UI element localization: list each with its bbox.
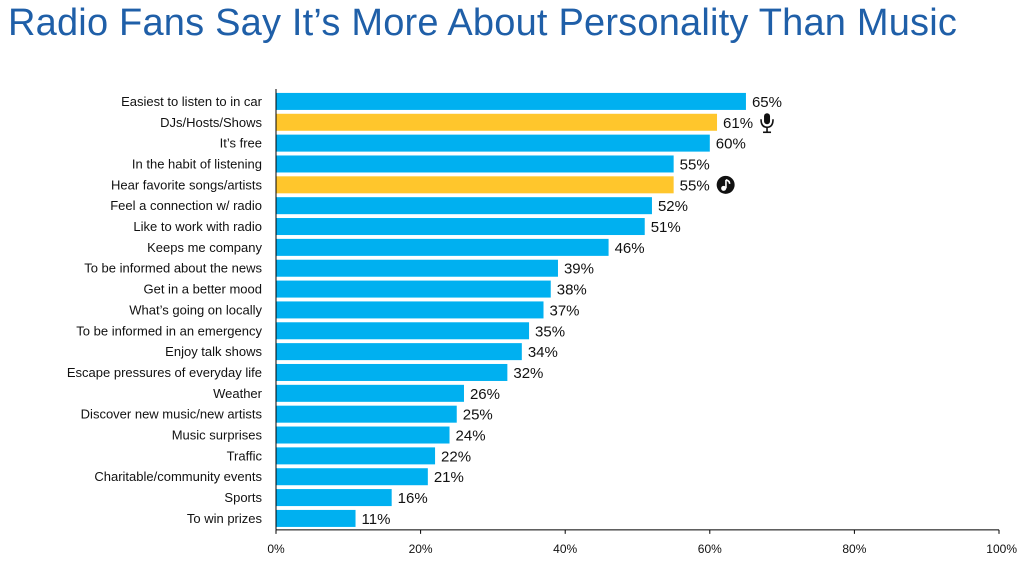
bar bbox=[276, 447, 436, 465]
category-label: Feel a connection w/ radio bbox=[110, 198, 262, 213]
value-label: 21% bbox=[434, 469, 464, 486]
axes-group: 0% 20% 40% 60% 80% 100% bbox=[267, 89, 1017, 556]
bar bbox=[276, 468, 428, 486]
value-label: 16% bbox=[398, 490, 428, 507]
bar bbox=[276, 301, 544, 319]
value-label: 26% bbox=[470, 386, 500, 403]
value-label: 22% bbox=[441, 448, 471, 465]
category-label: To be informed in an emergency bbox=[76, 323, 262, 338]
bar bbox=[276, 259, 558, 277]
value-label: 32% bbox=[513, 365, 543, 382]
bar bbox=[276, 384, 464, 402]
x-tick-label: 40% bbox=[553, 542, 577, 556]
value-label: 46% bbox=[615, 240, 645, 257]
bar bbox=[276, 363, 508, 381]
category-label: Easiest to listen to in car bbox=[121, 94, 263, 109]
value-label: 39% bbox=[564, 261, 594, 278]
icons-group bbox=[716, 113, 774, 194]
category-label: Traffic bbox=[227, 448, 263, 463]
category-labels-group: Easiest to listen to in car DJs/Hosts/Sho… bbox=[67, 94, 263, 526]
category-label: What’s going on locally bbox=[129, 302, 262, 317]
category-label: DJs/Hosts/Shows bbox=[160, 115, 262, 130]
category-label: Hear favorite songs/artists bbox=[111, 177, 263, 192]
category-label: It’s free bbox=[220, 136, 262, 151]
value-label: 34% bbox=[528, 344, 558, 361]
value-label: 52% bbox=[658, 198, 688, 215]
value-label: 25% bbox=[463, 407, 493, 424]
category-label: Sports bbox=[224, 490, 262, 505]
bar bbox=[276, 197, 652, 215]
bars-group bbox=[276, 92, 746, 527]
x-tick-label: 60% bbox=[698, 542, 722, 556]
x-tick-label: 100% bbox=[986, 542, 1017, 556]
microphone-icon bbox=[760, 113, 774, 134]
chart-title: Radio Fans Say It’s More About Personali… bbox=[8, 2, 958, 44]
category-label: In the habit of listening bbox=[132, 156, 262, 171]
x-tick-label: 0% bbox=[267, 542, 285, 556]
music-note-icon bbox=[716, 175, 735, 194]
value-label: 35% bbox=[535, 323, 565, 340]
value-label: 55% bbox=[680, 177, 710, 194]
bar bbox=[276, 134, 710, 152]
category-label: To be informed about the news bbox=[84, 261, 262, 276]
bar bbox=[276, 405, 457, 423]
value-label: 11% bbox=[362, 511, 391, 528]
bar bbox=[276, 238, 609, 256]
bar bbox=[276, 489, 392, 507]
bar bbox=[276, 322, 530, 340]
category-label: Enjoy talk shows bbox=[165, 344, 262, 359]
category-label: Discover new music/new artists bbox=[81, 407, 263, 422]
value-label: 37% bbox=[550, 302, 580, 319]
bar bbox=[276, 113, 718, 131]
value-label: 55% bbox=[680, 156, 710, 173]
category-label: Music surprises bbox=[172, 428, 263, 443]
value-labels-group: 65% 61% 60% 55% 55% 52% 51% 46% 39% 38% 37% 35% 34% 3… bbox=[362, 94, 782, 528]
x-tick-label: 80% bbox=[842, 542, 866, 556]
x-tick-label: 20% bbox=[409, 542, 433, 556]
bar bbox=[276, 155, 674, 173]
bar bbox=[276, 92, 746, 110]
value-label: 65% bbox=[752, 94, 782, 111]
bar bbox=[276, 343, 522, 361]
bar bbox=[276, 509, 356, 527]
value-label: 51% bbox=[651, 219, 681, 236]
value-label: 24% bbox=[456, 428, 486, 445]
category-label: Charitable/community events bbox=[94, 469, 262, 484]
value-label: 60% bbox=[716, 136, 746, 153]
category-label: Get in a better mood bbox=[143, 282, 262, 297]
bar bbox=[276, 280, 551, 298]
bar bbox=[276, 218, 645, 236]
value-label: 38% bbox=[557, 282, 587, 299]
bar bbox=[276, 176, 674, 194]
value-label: 61% bbox=[723, 115, 753, 132]
category-label: To win prizes bbox=[187, 511, 263, 526]
category-label: Weather bbox=[213, 386, 263, 401]
category-label: Like to work with radio bbox=[133, 219, 262, 234]
category-label: Keeps me company bbox=[147, 240, 262, 255]
category-label: Escape pressures of everyday life bbox=[67, 365, 262, 380]
bar bbox=[276, 426, 450, 444]
